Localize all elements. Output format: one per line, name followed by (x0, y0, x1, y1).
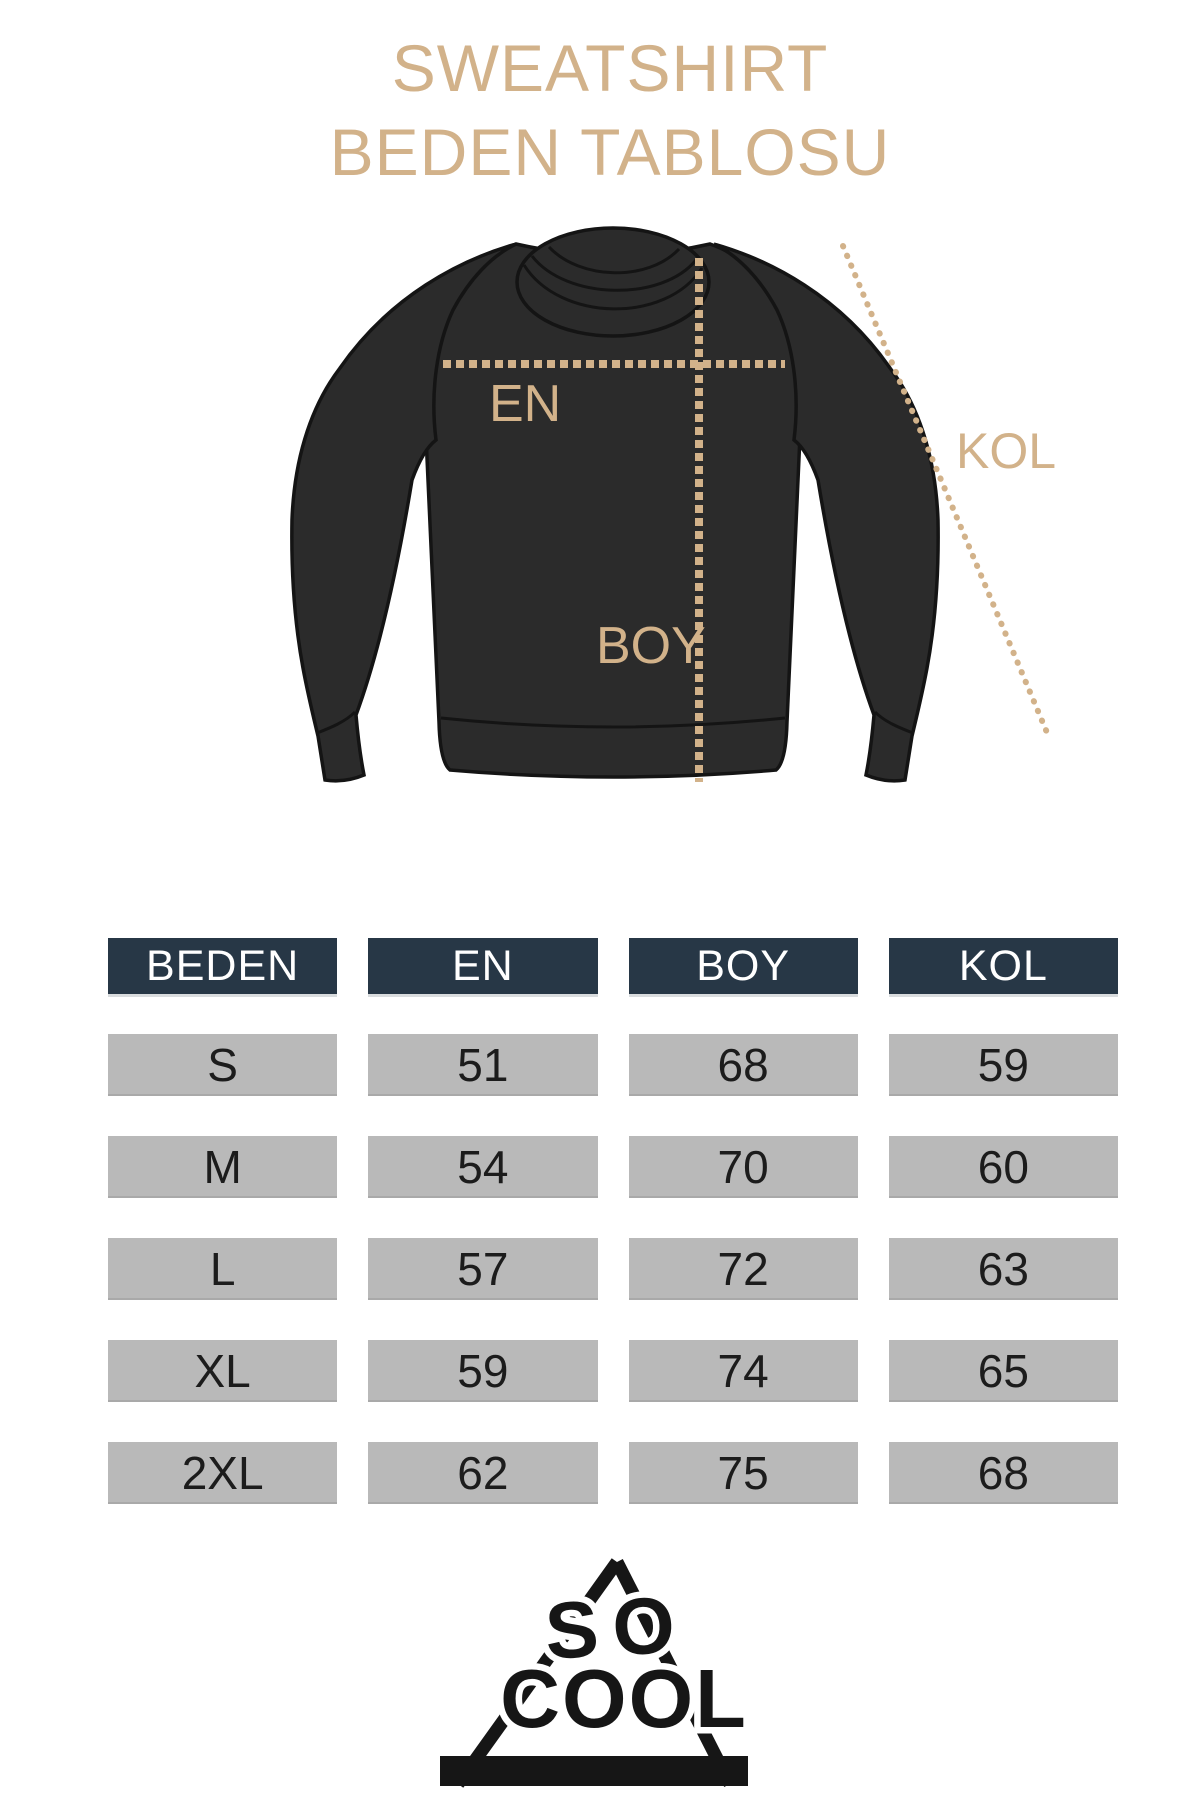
collar-inner-seam2 (530, 255, 698, 292)
table-header-row: BEDEN EN BOY KOL (108, 938, 1118, 994)
size-table: BEDEN EN BOY KOL S 51 68 59 M 54 70 60 L… (108, 938, 1118, 1544)
table-row: S 51 68 59 (108, 1034, 1118, 1096)
cell-size: XL (108, 1340, 338, 1402)
cell-boy: 74 (628, 1340, 858, 1402)
so-cool-logo: SO COOL (440, 1558, 752, 1788)
cell-size: S (108, 1034, 338, 1096)
cell-kol: 60 (888, 1136, 1118, 1198)
logo-word-so: SO (543, 1579, 691, 1675)
cell-kol: 63 (888, 1238, 1118, 1300)
hem-band-seam (440, 716, 786, 729)
cell-en: 62 (368, 1442, 598, 1504)
cell-size: 2XL (108, 1442, 338, 1504)
page-title: SWEATSHIRT BEDEN TABLOSU (10, 26, 1200, 194)
cell-boy: 68 (628, 1034, 858, 1096)
collar-inner-seam1 (522, 264, 704, 311)
cell-kol: 68 (888, 1442, 1118, 1504)
sweatshirt-right-sleeve (713, 242, 940, 783)
page-title-line1: SWEATSHIRT (391, 31, 829, 105)
cell-boy: 75 (628, 1442, 858, 1504)
header-kol: KOL (888, 938, 1118, 994)
table-row: 2XL 62 75 68 (108, 1442, 1118, 1504)
cell-boy: 72 (628, 1238, 858, 1300)
cell-boy: 70 (628, 1136, 858, 1198)
logo-triangle-icon (452, 1558, 736, 1788)
en-label: EN (489, 375, 561, 433)
sweatshirt-diagram: EN BOY KOL (290, 226, 1056, 783)
collar-inner-seam3 (547, 245, 681, 275)
left-cuff-seam (316, 710, 357, 735)
cell-en: 57 (368, 1238, 598, 1300)
sweatshirt-left-sleeve (290, 242, 517, 783)
logo-word-cool: COOL (500, 1652, 748, 1745)
cell-size: M (108, 1136, 338, 1198)
sweatshirt-collar (515, 226, 711, 338)
table-row: M 54 70 60 (108, 1136, 1118, 1198)
boy-label: BOY (596, 617, 706, 675)
right-cuff-seam (873, 710, 914, 735)
kol-label: KOL (956, 423, 1056, 479)
table-row: XL 59 74 65 (108, 1340, 1118, 1402)
header-beden: BEDEN (108, 938, 338, 994)
cell-kol: 59 (888, 1034, 1118, 1096)
table-row: L 57 72 63 (108, 1238, 1118, 1300)
cell-size: L (108, 1238, 338, 1300)
cell-en: 59 (368, 1340, 598, 1402)
cell-kol: 65 (888, 1340, 1118, 1402)
header-boy: BOY (628, 938, 858, 994)
cell-en: 54 (368, 1136, 598, 1198)
page-title-line2: BEDEN TABLOSU (329, 115, 891, 189)
cell-en: 51 (368, 1034, 598, 1096)
kol-measure-line (840, 243, 1051, 738)
header-en: EN (368, 938, 598, 994)
